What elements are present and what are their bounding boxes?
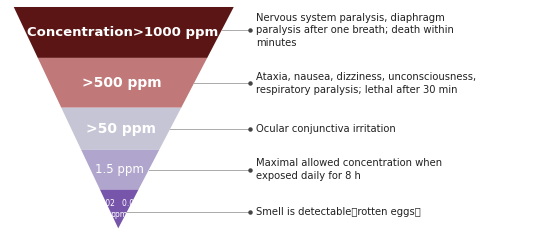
Polygon shape (38, 58, 207, 108)
Text: Ocular conjunctiva irritation: Ocular conjunctiva irritation (256, 124, 395, 134)
Text: >50 ppm: >50 ppm (86, 122, 156, 136)
Text: Maximal allowed concentration when
exposed daily for 8 h: Maximal allowed concentration when expos… (256, 158, 442, 181)
Text: Concentration>1000 ppm: Concentration>1000 ppm (28, 26, 219, 39)
Polygon shape (61, 108, 181, 150)
Text: Nervous system paralysis, diaphragm
paralysis after one breath; death within
min: Nervous system paralysis, diaphragm para… (256, 13, 454, 48)
Text: >500 ppm: >500 ppm (82, 76, 162, 90)
Text: Ataxia, nausea, dizziness, unconsciousness,
respiratory paralysis; lethal after : Ataxia, nausea, dizziness, unconsciousne… (256, 72, 476, 95)
Text: Smell is detectable（rotten eggs）: Smell is detectable（rotten eggs） (256, 207, 421, 217)
Text: 1.5 ppm: 1.5 ppm (95, 163, 144, 176)
Text: 0.02   0.03
ppm: 0.02 0.03 ppm (98, 199, 139, 219)
Polygon shape (100, 190, 139, 228)
Polygon shape (14, 7, 234, 58)
Polygon shape (81, 150, 160, 190)
